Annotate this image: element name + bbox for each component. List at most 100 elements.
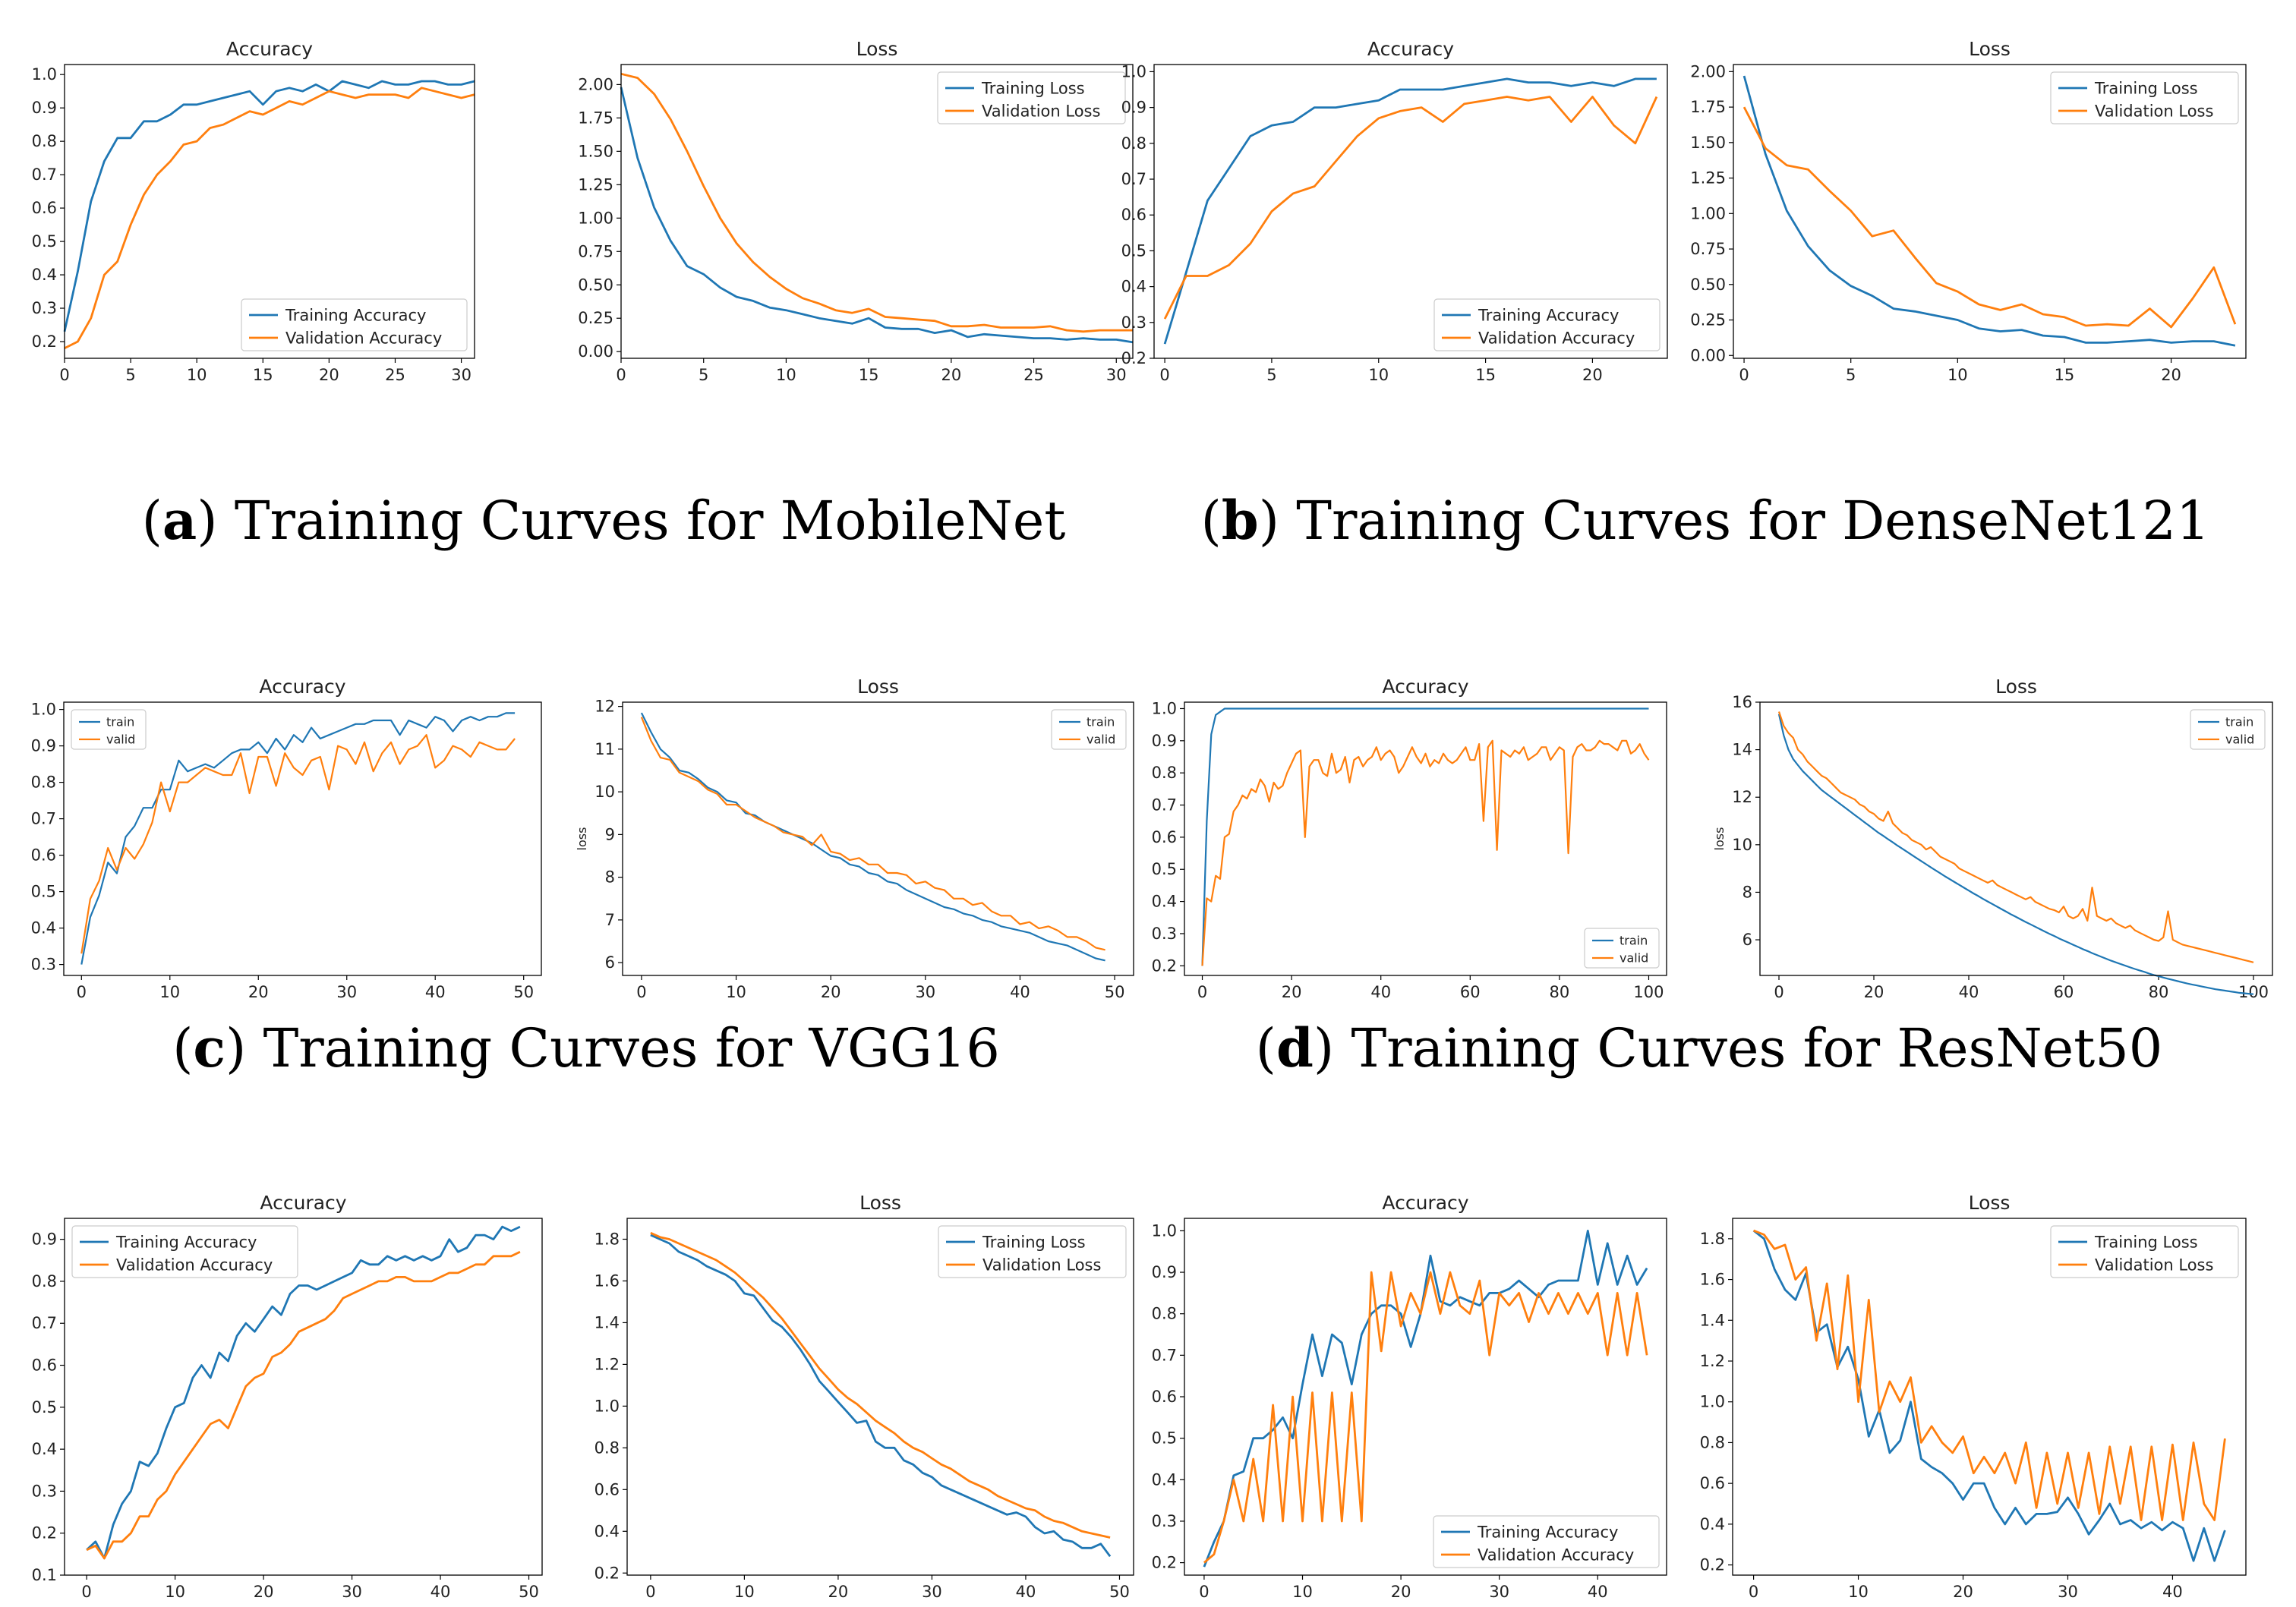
chart-6: Accuracy 0 20 40 60 80 100 0.2 0.3 0.4 0.5 0.6 0.7 0.…: [1152, 676, 1667, 1001]
plot-frame: [1732, 1218, 2247, 1576]
chart-2-legend: Training Accuracy Validation Accuracy: [1433, 298, 1660, 351]
y-tick-label: 0.25: [578, 309, 613, 327]
x-tick-label: 0: [645, 1583, 655, 1601]
x-tick-label: 0: [77, 983, 87, 1001]
y-tick-label: 0.6: [1152, 1388, 1177, 1406]
series-line-train: [1201, 707, 1649, 966]
y-tick-label: 0.6: [32, 1356, 57, 1375]
caption-a-text: Training Curves for MobileNet: [218, 490, 1066, 552]
series-line-training-loss: [620, 87, 1134, 344]
chart-11-title: Loss: [1969, 1192, 2011, 1214]
y-tick-label: 0.8: [1121, 134, 1146, 153]
chart-7: Loss loss 0 20 40 60 80 100 6 8 10 12 14 16 train valid: [1712, 676, 2273, 1001]
chart-5-title: Loss: [857, 676, 899, 698]
x-tick-label: 5: [1266, 366, 1276, 384]
series-line-validation-loss: [620, 72, 1133, 333]
chart-1-legend: Training Loss Validation Loss: [937, 71, 1126, 124]
chart-4-title: Accuracy: [259, 676, 345, 698]
y-tick-label: 0.6: [594, 1480, 620, 1498]
y-tick-label: 0.7: [32, 165, 57, 184]
legend-box: [1433, 1515, 1660, 1568]
plot-frame: [64, 64, 475, 359]
y-tick-label: 1.8: [1700, 1230, 1725, 1248]
series-line-validation-accuracy: [1203, 1271, 1648, 1564]
legend-label: Training Loss: [2094, 1233, 2198, 1251]
y-tick-label: 0.8: [1152, 764, 1177, 782]
y-tick-label: 0.75: [1690, 240, 1726, 258]
y-tick-label: 0.6: [1121, 206, 1146, 224]
x-tick-label: 10: [726, 983, 746, 1001]
y-tick-label: 0.3: [32, 1482, 57, 1500]
x-tick-label: 100: [1633, 983, 1664, 1001]
plot-frame: [63, 701, 542, 976]
plot-frame: [1733, 64, 2247, 359]
x-tick-label: 15: [859, 366, 879, 384]
y-tick-label: 0.3: [31, 956, 56, 974]
y-tick-label: 12: [594, 698, 615, 716]
chart-1-title: Loss: [856, 38, 898, 60]
plot-frame: [1153, 64, 1668, 359]
y-tick-label: 0.9: [1152, 1263, 1177, 1281]
y-tick-label: 6: [605, 953, 615, 972]
series-line-validation-loss: [1742, 106, 2237, 329]
x-tick-label: 0: [1197, 983, 1207, 1001]
y-tick-label: 0.6: [31, 846, 56, 865]
y-tick-label: 1.2: [1700, 1352, 1725, 1370]
legend-box: [2050, 71, 2239, 124]
y-tick-label: 0.7: [1121, 170, 1146, 188]
y-tick-label: 0.4: [1152, 1470, 1177, 1489]
x-tick-label: 5: [1846, 366, 1856, 384]
x-tick-label: 10: [165, 1583, 185, 1601]
legend-label: valid: [2225, 733, 2254, 747]
y-tick-label: 1.75: [1690, 98, 1726, 116]
caption-c: (c) Training Curves for VGG16: [172, 1016, 1000, 1079]
y-tick-label: 0.2: [594, 1564, 620, 1582]
x-tick-label: 40: [430, 1583, 451, 1601]
x-tick-label: 10: [1848, 1583, 1869, 1601]
series-line-training-accuracy: [1203, 1230, 1648, 1568]
y-tick-label: 1.4: [594, 1313, 620, 1331]
chart-6-legend: train valid: [1584, 928, 1660, 969]
series-line-validation-accuracy: [64, 87, 475, 350]
x-tick-label: 0: [616, 366, 626, 384]
y-tick-label: 16: [1732, 693, 1752, 711]
chart-3: Loss 0 5 10 15 20 0.00 0.25 0.50 0.75 1.00 1.25 1.50…: [1690, 38, 2247, 384]
x-tick-label: 10: [1368, 366, 1389, 384]
y-tick-label: 8: [605, 868, 615, 887]
y-tick-label: 0.4: [1700, 1515, 1725, 1533]
x-tick-label: 20: [319, 366, 339, 384]
x-tick-label: 80: [1550, 983, 1570, 1001]
plot-frame: [1184, 701, 1667, 976]
x-tick-label: 15: [253, 366, 273, 384]
legend-label: train: [106, 715, 134, 729]
x-tick-label: 40: [425, 983, 446, 1001]
y-tick-label: 0.2: [1700, 1556, 1725, 1574]
x-tick-label: 10: [776, 366, 796, 384]
y-tick-label: 10: [1732, 836, 1752, 854]
x-tick-label: 10: [1292, 1583, 1313, 1601]
chart-7-legend: train valid: [2190, 709, 2266, 750]
y-tick-label: 0.2: [32, 332, 57, 351]
legend-label: Validation Loss: [2095, 1256, 2213, 1274]
y-tick-label: 0.5: [1152, 860, 1177, 878]
y-tick-label: 14: [1732, 741, 1752, 759]
y-tick-label: 0.5: [32, 1398, 57, 1416]
x-tick-label: 20: [254, 1583, 274, 1601]
x-tick-label: 20: [941, 366, 961, 384]
series-line-valid: [640, 717, 1105, 951]
y-tick-label: 1.0: [1700, 1393, 1725, 1411]
legend-box: [241, 298, 468, 351]
series-line-training-accuracy: [1163, 77, 1657, 345]
y-tick-label: 0.4: [1152, 893, 1177, 911]
caption-b-letter: b: [1222, 489, 1259, 552]
legend-label: Validation Loss: [982, 1256, 1101, 1274]
y-tick-label: 0.3: [32, 299, 57, 317]
y-tick-label: 0.8: [1700, 1433, 1725, 1451]
y-tick-label: 0.4: [594, 1522, 620, 1540]
x-tick-label: 20: [1391, 1583, 1411, 1601]
legend-label: Validation Accuracy: [116, 1256, 273, 1274]
x-tick-label: 20: [828, 1583, 849, 1601]
x-tick-label: 10: [734, 1583, 755, 1601]
x-tick-label: 30: [336, 983, 357, 1001]
